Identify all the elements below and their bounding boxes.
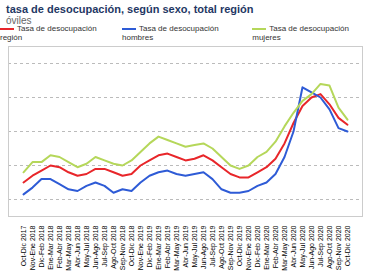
svg-text:Jul-Sep 2020: Jul-Sep 2020 bbox=[317, 225, 325, 266]
svg-text:May-Jul 2019: May-Jul 2019 bbox=[191, 225, 199, 267]
svg-text:Abr-Jun 2018: Abr-Jun 2018 bbox=[74, 225, 81, 267]
svg-text:Jul-Sep 2018: Jul-Sep 2018 bbox=[101, 225, 109, 266]
svg-text:Nov-Ene 2018: Nov-Ene 2018 bbox=[29, 225, 36, 270]
html-text:Tasa de desocupación hombres: Tasa de desocupación hombres bbox=[122, 24, 219, 42]
svg-text:Feb-Abr 2018: Feb-Abr 2018 bbox=[56, 225, 63, 268]
svg-text:Sep-Nov 2019: Sep-Nov 2019 bbox=[227, 225, 235, 270]
svg-text:Sep-Nov 2020: Sep-Nov 2020 bbox=[335, 225, 343, 270]
html-text:tasa de desocupación, según se: tasa de desocupación, según sexo, total … bbox=[6, 3, 254, 15]
svg-text:May-Jul 2020: May-Jul 2020 bbox=[299, 225, 307, 267]
svg-text:Dic-Feb 2019: Dic-Feb 2019 bbox=[146, 225, 153, 267]
svg-text:Jun-Ago 2020: Jun-Ago 2020 bbox=[308, 225, 316, 269]
svg-text:Oct-Dic 2020: Oct-Dic 2020 bbox=[344, 225, 351, 266]
html-text:óviles: óviles bbox=[6, 15, 32, 26]
svg-text:Mar-May 2018: Mar-May 2018 bbox=[65, 225, 73, 270]
svg-text:Jul-Sep 2019: Jul-Sep 2019 bbox=[209, 225, 217, 266]
svg-text:Jun-Ago 2019: Jun-Ago 2019 bbox=[200, 225, 208, 269]
svg-text:Mar-May 2019: Mar-May 2019 bbox=[173, 225, 181, 270]
svg-text:Jun-Ago 2018: Jun-Ago 2018 bbox=[92, 225, 100, 269]
svg-text:Nov-Ene 2020: Nov-Ene 2020 bbox=[245, 225, 252, 270]
svg-text:Ene-Mar 2019: Ene-Mar 2019 bbox=[155, 225, 162, 269]
svg-text:Abr-Jun 2019: Abr-Jun 2019 bbox=[182, 225, 189, 267]
svg-text:Ene-Mar 2020: Ene-Mar 2020 bbox=[263, 225, 270, 269]
svg-text:May-Jul 2018: May-Jul 2018 bbox=[83, 225, 91, 267]
svg-text:Feb-Abr 2019: Feb-Abr 2019 bbox=[164, 225, 171, 268]
svg-text:Oct-Dic 2019: Oct-Dic 2019 bbox=[236, 225, 243, 266]
svg-text:Oct-Dic 2017: Oct-Dic 2017 bbox=[20, 225, 27, 266]
svg-text:Ago-Oct 2020: Ago-Oct 2020 bbox=[326, 225, 334, 268]
svg-text:Ago-Oct 2018: Ago-Oct 2018 bbox=[110, 225, 118, 268]
svg-text:Dic-Feb 2018: Dic-Feb 2018 bbox=[38, 225, 45, 267]
svg-text:Mar-May 2020: Mar-May 2020 bbox=[281, 225, 289, 270]
svg-text:Sep-Nov 2018: Sep-Nov 2018 bbox=[119, 225, 127, 270]
svg-text:Feb-Abr 2020: Feb-Abr 2020 bbox=[272, 225, 279, 268]
svg-text:Oct-Dic 2018: Oct-Dic 2018 bbox=[128, 225, 135, 266]
svg-text:Ene-Mar 2018: Ene-Mar 2018 bbox=[47, 225, 54, 269]
svg-text:Dic-Feb 2020: Dic-Feb 2020 bbox=[254, 225, 261, 267]
svg-text:Abr-Jun 2020: Abr-Jun 2020 bbox=[290, 225, 297, 267]
html-text:Tasa de desocupación mujeres: Tasa de desocupación mujeres bbox=[252, 24, 349, 42]
svg-text:Ago-Oct 2019: Ago-Oct 2019 bbox=[218, 225, 226, 268]
svg-text:Nov-Ene 2019: Nov-Ene 2019 bbox=[137, 225, 144, 270]
html-text:Tasa de desocupación región: Tasa de desocupación región bbox=[0, 24, 97, 42]
